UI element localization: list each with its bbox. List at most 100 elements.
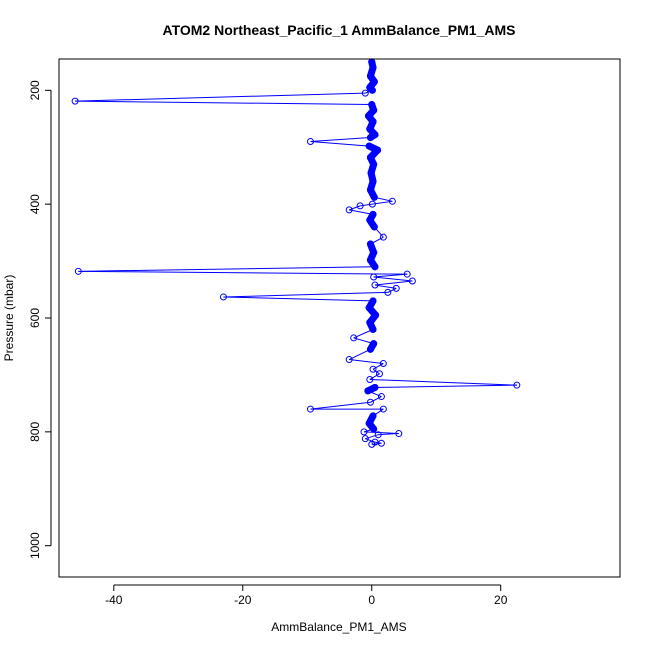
data-point	[345, 356, 353, 364]
data-point	[366, 319, 374, 327]
data-point	[377, 439, 385, 447]
data-point	[369, 365, 377, 373]
data-point	[375, 370, 383, 378]
data-point	[374, 431, 382, 439]
data-point	[366, 186, 374, 194]
data-point	[361, 435, 369, 443]
y-tick-label: 400	[28, 194, 42, 214]
y-tick-label: 1000	[28, 532, 42, 559]
data-point	[219, 293, 227, 301]
data-point	[369, 118, 377, 126]
series-dense-band	[366, 216, 378, 231]
data-point	[379, 360, 387, 368]
x-tick-label: -40	[105, 593, 123, 607]
data-point	[356, 202, 364, 210]
data-point	[366, 153, 374, 161]
data-point	[366, 375, 374, 383]
data-point	[366, 134, 374, 142]
y-axis-label: Pressure (mbar)	[2, 275, 16, 362]
data-point	[366, 345, 374, 353]
data-point	[71, 97, 79, 105]
data-point	[345, 206, 353, 214]
data-point	[360, 428, 368, 436]
data-point	[370, 340, 378, 348]
data-point	[361, 89, 369, 97]
series-line-segment	[373, 273, 408, 278]
data-point	[366, 398, 374, 406]
series-dense-band	[366, 319, 377, 333]
data-point	[370, 193, 378, 201]
data-point	[369, 210, 377, 218]
x-axis-label: AmmBalance_PM1_AMS	[271, 620, 406, 634]
data-point	[306, 138, 314, 146]
series-line-segment	[369, 373, 380, 380]
series-dense-band	[366, 256, 379, 271]
data-point	[513, 381, 521, 389]
series-line-segment	[370, 396, 382, 403]
data-point	[372, 311, 380, 319]
data-point	[370, 273, 378, 281]
data-point	[366, 125, 374, 133]
plot-data	[71, 58, 521, 448]
series-line-segment	[349, 209, 374, 215]
data-point	[370, 425, 378, 433]
data-point	[74, 267, 82, 275]
series-line-segment	[75, 92, 366, 102]
series-line-segment	[310, 401, 371, 410]
series-line-segment	[365, 434, 379, 440]
series-line-segment	[360, 203, 373, 207]
series-line-segment	[363, 431, 399, 435]
data-point	[379, 405, 387, 413]
series-line-segment	[374, 280, 413, 286]
data-point	[365, 112, 373, 120]
y-tick-label: 200	[28, 80, 42, 100]
data-point	[371, 383, 379, 391]
series-line-segment	[374, 284, 397, 289]
data-point	[374, 146, 382, 154]
data-point	[366, 256, 374, 264]
series-line-segment	[78, 266, 375, 272]
data-point	[408, 277, 416, 285]
data-point	[369, 64, 377, 72]
data-point	[369, 325, 377, 333]
data-point	[365, 419, 373, 427]
y-tick-label: 800	[28, 422, 42, 442]
series-dense-band	[366, 186, 378, 201]
data-point	[370, 78, 378, 86]
x-tick-label: 20	[494, 593, 508, 607]
series-line-segment	[373, 276, 413, 282]
data-point	[365, 142, 373, 150]
y-tick-label: 600	[28, 308, 42, 328]
series-line-segment	[223, 291, 388, 298]
series-line-segment	[372, 368, 380, 375]
series-line-segment	[348, 348, 371, 361]
data-point	[370, 160, 378, 168]
x-tick-label: 0	[368, 593, 375, 607]
data-point	[388, 197, 396, 205]
data-point	[371, 263, 379, 271]
plot-frame	[58, 58, 621, 578]
series-line-segment	[369, 378, 517, 386]
data-point	[384, 288, 392, 296]
series-line-segment	[348, 205, 361, 211]
series-line-segment	[372, 363, 384, 370]
data-point	[367, 169, 375, 177]
data-point	[369, 177, 377, 185]
data-point	[370, 249, 378, 257]
data-point	[370, 106, 378, 114]
series-dense-band	[365, 419, 378, 433]
data-point	[371, 281, 379, 289]
data-point	[369, 412, 377, 420]
data-point	[368, 440, 376, 448]
series-line-segment	[223, 296, 374, 302]
data-point	[395, 430, 403, 438]
data-point	[366, 216, 374, 224]
data-point	[368, 200, 376, 208]
series-line-segment	[310, 141, 370, 147]
series-line-segment	[75, 100, 372, 106]
data-point	[403, 270, 411, 278]
data-point	[379, 233, 387, 241]
